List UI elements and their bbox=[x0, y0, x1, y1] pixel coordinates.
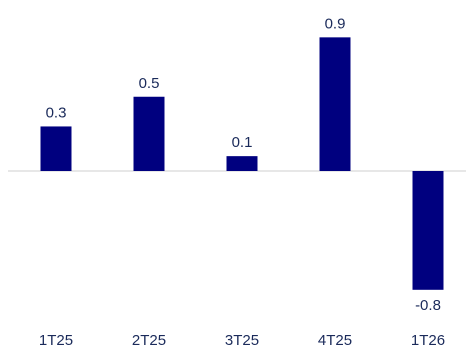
bars-group bbox=[40, 37, 444, 290]
x-tick-label-2t25: 2T25 bbox=[132, 332, 166, 349]
value-label-3t25: 0.1 bbox=[232, 134, 253, 151]
x-tick-label-1t26: 1T26 bbox=[411, 332, 445, 349]
bar-2t25 bbox=[133, 96, 165, 171]
bar-1t25 bbox=[40, 126, 72, 171]
x-tick-labels-group: 1T25 2T25 3T25 4T25 1T26 bbox=[39, 332, 445, 349]
value-labels-group: 0.3 0.5 0.1 0.9 -0.8 bbox=[46, 15, 441, 313]
x-tick-label-3t25: 3T25 bbox=[225, 332, 259, 349]
x-tick-label-1t25: 1T25 bbox=[39, 332, 73, 349]
bar-3t25 bbox=[226, 156, 258, 171]
bar-1t26 bbox=[412, 171, 444, 290]
x-tick-label-4t25: 4T25 bbox=[318, 332, 352, 349]
value-label-2t25: 0.5 bbox=[139, 75, 160, 92]
value-label-1t25: 0.3 bbox=[46, 104, 67, 121]
value-label-4t25: 0.9 bbox=[325, 15, 346, 32]
bar-4t25 bbox=[319, 37, 351, 171]
value-label-1t26: -0.8 bbox=[415, 297, 441, 314]
